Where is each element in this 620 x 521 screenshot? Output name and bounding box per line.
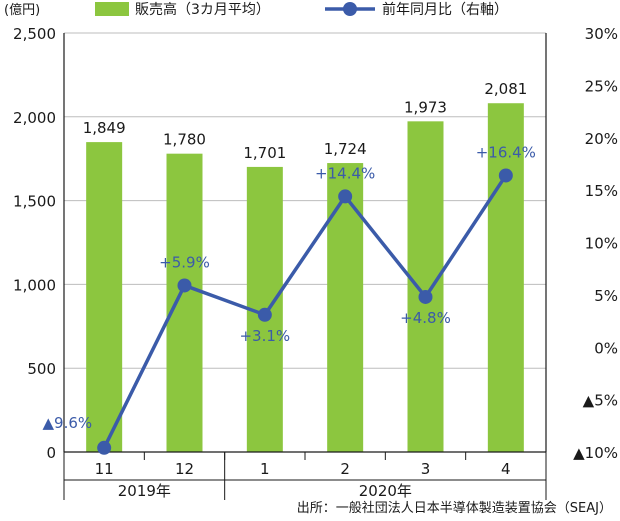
x-tick-label: 2: [340, 460, 350, 478]
yoy-point: [177, 278, 192, 293]
right-tick-label: ▲10%: [573, 444, 618, 462]
yoy-point: [498, 168, 513, 183]
x-tick-label: 11: [95, 460, 114, 478]
yoy-point: [257, 307, 272, 322]
yoy-point: [418, 289, 433, 304]
x-tick-label: 4: [501, 460, 511, 478]
yoy-value-label: +16.4%: [476, 143, 536, 161]
bar-value-label: 1,973: [404, 98, 447, 116]
yoy-line: [102, 174, 508, 449]
bar: [166, 153, 203, 452]
source-note: 出所：一般社団法人日本半導体製造装置協会（SEAJ）: [297, 500, 612, 516]
legend-line-label: 前年同月比（右軸）: [382, 1, 508, 18]
bar-value-label: 1,701: [243, 144, 286, 162]
bar-value-label: 2,081: [484, 80, 527, 98]
year-group-label: 2020年: [359, 482, 412, 500]
yoy-value-label: ▲9.6%: [43, 414, 93, 432]
right-tick-label: 5%: [594, 287, 618, 305]
yoy-value-label: +3.1%: [239, 327, 290, 345]
left-tick-label: 1,500: [13, 193, 56, 211]
x-tick-label: 12: [175, 460, 194, 478]
right-tick-label: ▲5%: [583, 392, 618, 410]
right-tick-label: 30%: [585, 25, 618, 43]
left-tick-label: 500: [27, 360, 56, 378]
bar-value-label: 1,849: [83, 119, 126, 137]
right-tick-label: 20%: [585, 130, 618, 148]
right-tick-label: 15%: [585, 182, 618, 200]
right-tick-label: 10%: [585, 235, 618, 253]
left-tick-label: 0: [46, 444, 56, 462]
yoy-value-label: +5.9%: [159, 253, 210, 271]
bar: [86, 142, 123, 452]
bar: [327, 163, 364, 452]
year-group-label: 2019年: [118, 482, 171, 500]
left-tick-label: 1,000: [13, 276, 56, 294]
bar-value-label: 1,780: [163, 131, 206, 149]
left-tick-label: 2,500: [13, 25, 56, 43]
left-axis-unit: (億円): [4, 2, 40, 18]
x-tick-label: 3: [421, 460, 431, 478]
left-tick-label: 2,000: [13, 109, 56, 127]
bar-value-label: 1,724: [324, 140, 367, 158]
legend-bar-label: 販売高（3カ月平均）: [135, 1, 270, 18]
legend-line-marker: [343, 2, 357, 16]
right-tick-label: 25%: [585, 77, 618, 95]
legend-bar-swatch: [95, 2, 129, 16]
yoy-value-label: +4.8%: [400, 309, 451, 327]
bar: [487, 103, 524, 453]
yoy-value-label: +14.4%: [315, 164, 375, 182]
right-tick-label: 0%: [594, 339, 618, 357]
bar: [407, 121, 444, 453]
yoy-point: [97, 440, 112, 455]
x-tick-label: 1: [260, 460, 270, 478]
yoy-point: [338, 189, 353, 204]
